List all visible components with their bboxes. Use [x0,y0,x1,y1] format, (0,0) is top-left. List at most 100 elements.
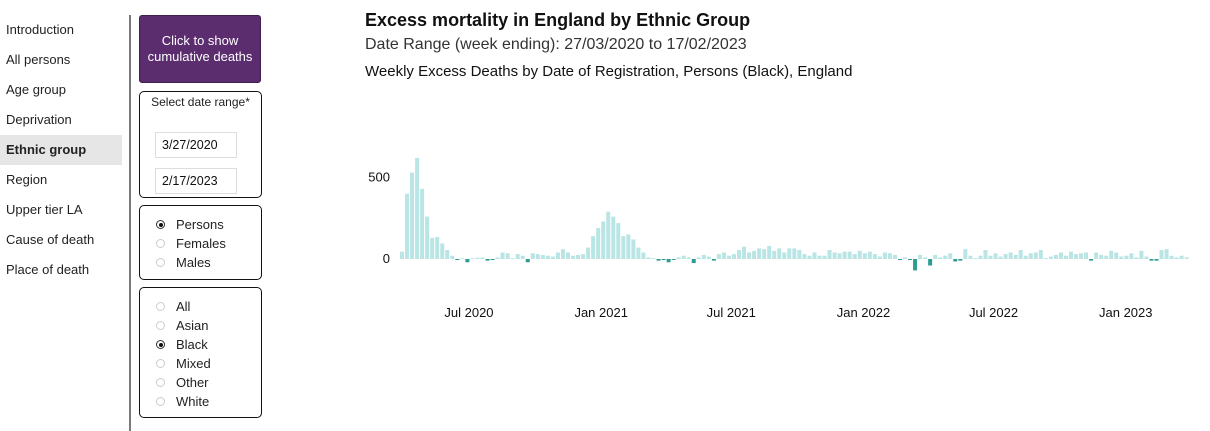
bar[interactable] [606,211,611,259]
bar[interactable] [767,245,772,259]
bar[interactable] [877,256,882,259]
bar[interactable] [636,247,641,259]
bar[interactable] [847,251,852,259]
bar[interactable] [948,253,953,259]
bar[interactable] [872,254,877,259]
bar[interactable] [716,254,721,259]
bar[interactable] [460,258,465,260]
bar[interactable] [963,249,968,259]
bar[interactable] [1053,254,1058,259]
bar[interactable] [1033,252,1038,259]
bar[interactable] [822,255,827,259]
bar[interactable] [1134,257,1139,259]
bar[interactable] [742,246,747,259]
bar[interactable] [616,223,621,259]
bar[interactable] [475,257,480,259]
sidebar-item-place-of-death[interactable]: Place of death [6,262,90,277]
bar[interactable] [711,259,716,261]
bar[interactable] [701,254,706,259]
radio-button[interactable] [156,239,165,248]
radio-button[interactable] [156,258,165,267]
bar[interactable] [908,259,913,260]
bar[interactable] [938,257,943,259]
bar[interactable] [968,255,973,259]
radio-button[interactable] [156,378,165,387]
bar[interactable] [892,254,897,259]
bar[interactable] [565,252,570,259]
bar[interactable] [928,259,933,266]
bar[interactable] [571,255,576,259]
bar[interactable] [455,259,460,260]
bar[interactable] [420,188,425,259]
start-date-input[interactable] [155,132,237,158]
bar[interactable] [1063,255,1068,259]
bar[interactable] [913,259,918,271]
bar[interactable] [445,250,450,259]
bar[interactable] [545,255,550,259]
bar[interactable] [802,254,807,259]
radio-button[interactable] [156,397,165,406]
bar[interactable] [973,258,978,260]
bar[interactable] [400,251,404,259]
bar[interactable] [812,252,817,259]
bar[interactable] [1179,255,1184,259]
bar[interactable] [852,254,857,259]
bar[interactable] [470,258,475,260]
bar[interactable] [1048,256,1053,259]
sidebar-item-introduction[interactable]: Introduction [6,22,74,37]
ethnic-option-white[interactable]: White [140,392,261,411]
bar[interactable] [560,249,565,259]
bar[interactable] [591,236,596,259]
bar[interactable] [621,236,626,259]
sidebar-item-ethnic-group[interactable]: Ethnic group [0,135,122,165]
bar[interactable] [626,234,631,259]
bar[interactable] [676,257,681,259]
bar[interactable] [1038,250,1043,259]
bar[interactable] [435,236,440,259]
bar[interactable] [1114,252,1119,259]
bar[interactable] [1144,256,1149,259]
bar[interactable] [651,258,656,260]
bar[interactable] [953,259,958,262]
bar[interactable] [555,252,560,259]
bar[interactable] [842,251,847,259]
bar[interactable] [525,259,530,263]
sidebar-item-cause-of-death[interactable]: Cause of death [6,232,95,247]
bar[interactable] [1084,252,1089,259]
bar[interactable] [1139,250,1144,259]
radio-button[interactable] [156,340,165,349]
bar[interactable] [686,257,691,259]
bar[interactable] [1124,255,1129,259]
radio-button[interactable] [156,302,165,311]
bar[interactable] [450,255,455,259]
bar[interactable] [550,256,555,259]
bar[interactable] [797,250,802,259]
bar[interactable] [646,257,651,259]
bar[interactable] [807,255,812,259]
bar[interactable] [1149,259,1154,261]
bar[interactable] [661,259,666,260]
bar[interactable] [586,247,591,259]
sex-option-persons[interactable]: Persons [140,215,261,234]
bar[interactable] [817,255,822,259]
bar[interactable] [1013,254,1018,259]
bar[interactable] [918,254,923,259]
bar[interactable] [958,259,963,261]
bar[interactable] [1068,251,1073,259]
bar[interactable] [520,255,525,259]
bar[interactable] [515,254,520,259]
bar[interactable] [1079,253,1084,259]
bar[interactable] [510,258,515,260]
bar[interactable] [425,216,430,259]
bar[interactable] [430,237,435,259]
sidebar-item-all-persons[interactable]: All persons [6,52,71,67]
bar[interactable] [983,250,988,259]
bar[interactable] [832,252,837,259]
bar[interactable] [1058,252,1063,259]
ethnic-option-asian[interactable]: Asian [140,316,261,335]
bar[interactable] [641,252,646,259]
bar[interactable] [1094,252,1099,259]
bar[interactable] [656,259,661,261]
bar[interactable] [978,255,983,259]
bar[interactable] [752,250,757,259]
